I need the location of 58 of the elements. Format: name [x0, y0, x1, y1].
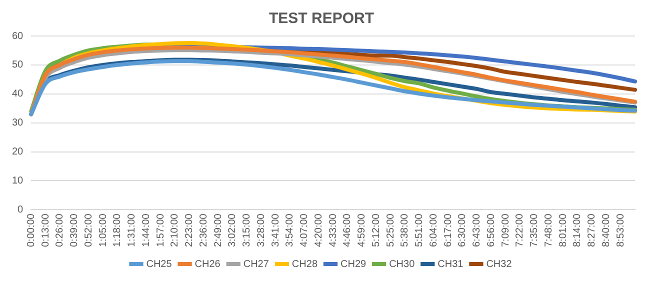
x-tick-label: 7:09:00 [500, 213, 512, 248]
x-tick-label: 0:26:00 [54, 213, 66, 248]
x-tick-label: 8:14:00 [572, 213, 584, 248]
x-tick-label: 0:52:00 [83, 213, 94, 248]
x-tick-label: 1:31:00 [126, 213, 138, 248]
x-tick-label: 0:00:00 [26, 213, 37, 248]
x-tick-label: 4:20:00 [313, 213, 324, 248]
x-tick-label: 1:57:00 [155, 213, 166, 248]
x-tick-label: 7:48:00 [543, 213, 554, 248]
legend-label: CH25 [146, 258, 172, 270]
x-tick-label: 6:56:00 [486, 213, 497, 248]
x-tick-label: 2:49:00 [212, 213, 224, 248]
x-tick-label: 3:02:00 [227, 213, 238, 248]
x-tick-label: 7:22:00 [514, 213, 526, 248]
x-tick-label: 1:18:00 [112, 213, 124, 248]
y-tick-label: 20 [12, 146, 24, 158]
x-tick-label: 6:43:00 [472, 213, 483, 248]
x-tick-label: 5:12:00 [370, 213, 382, 248]
x-tick-label: 4:46:00 [342, 213, 354, 248]
y-tick-label: 40 [12, 88, 24, 100]
chart-title: TEST REPORT [268, 10, 374, 28]
x-tick-label: 6:30:00 [457, 213, 468, 248]
x-tick-label: 2:36:00 [198, 213, 210, 248]
legend-label: CH30 [389, 258, 416, 270]
y-tick-label: 30 [12, 118, 24, 129]
x-tick-label: 4:33:00 [328, 213, 339, 248]
x-tick-label: 2:23:00 [184, 213, 196, 248]
x-tick-label: 3:15:00 [242, 213, 253, 248]
x-tick-label: 5:25:00 [385, 213, 396, 248]
legend-label: CH26 [194, 258, 221, 270]
x-tick-label: 6:17:00 [442, 213, 454, 248]
legend-label: CH32 [486, 258, 512, 270]
y-tick-label: 10 [12, 175, 24, 186]
x-tick-label: 7:35:00 [529, 213, 540, 248]
x-tick-label: 8:27:00 [586, 213, 598, 248]
legend-label: CH27 [243, 258, 270, 270]
x-tick-label: 3:54:00 [284, 213, 296, 248]
x-tick-label: 3:41:00 [270, 213, 282, 248]
x-tick-label: 8:01:00 [558, 213, 569, 248]
legend-label: CH31 [438, 258, 464, 270]
x-tick-label: 2:10:00 [170, 213, 181, 248]
x-tick-label: 5:51:00 [414, 213, 426, 248]
x-tick-label: 6:04:00 [428, 213, 440, 248]
y-tick-label: 50 [12, 60, 24, 71]
legend-label: CH28 [292, 258, 318, 270]
y-tick-label: 60 [12, 30, 24, 42]
x-tick-label: 8:53:00 [615, 213, 626, 248]
x-tick-label: 8:40:00 [600, 213, 612, 248]
x-tick-label: 0:13:00 [40, 213, 52, 248]
x-tick-label: 3:28:00 [256, 213, 267, 248]
x-tick-label: 1:05:00 [98, 213, 109, 248]
x-tick-label: 0:39:00 [69, 213, 80, 248]
legend-label: CH29 [340, 258, 367, 270]
x-tick-label: 4:59:00 [356, 213, 368, 248]
x-tick-label: 1:44:00 [140, 213, 152, 248]
x-tick-label: 4:07:00 [299, 213, 310, 248]
x-tick-label: 5:38:00 [400, 213, 411, 248]
y-tick-label: 0 [18, 204, 24, 216]
